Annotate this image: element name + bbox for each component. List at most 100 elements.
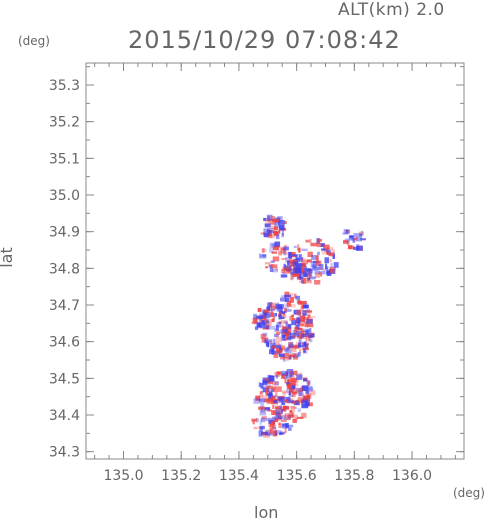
echo-cell [274, 381, 279, 386]
echo-cell [291, 387, 298, 394]
echo-cell [275, 233, 280, 240]
echo-cell [359, 233, 363, 237]
echo-cell [283, 414, 290, 421]
echo-cell [284, 412, 292, 416]
echo-cell [287, 424, 294, 428]
echo-cell [266, 214, 273, 221]
chart-title-timestamp: 2015/10/29 07:08:42 [128, 26, 401, 54]
echo-cell [297, 244, 300, 251]
echo-cell [356, 236, 363, 242]
x-tick-label: 135.6 [277, 468, 317, 484]
echo-cell [281, 374, 286, 379]
echo-cell [301, 279, 305, 284]
echo-cell [297, 352, 301, 357]
x-tick-label: 135.8 [334, 468, 374, 484]
echo-cell [270, 308, 275, 312]
echo-cell [261, 256, 267, 259]
echo-cell [297, 408, 302, 413]
echo-cell [294, 333, 300, 337]
echo-cell [295, 255, 298, 260]
echo-cell [260, 406, 264, 413]
echo-cell [267, 390, 272, 394]
echo-cell [280, 357, 286, 360]
echo-cell [297, 300, 302, 304]
echo-cell [295, 264, 300, 269]
echo-cell [315, 272, 321, 278]
echo-cell [258, 312, 263, 318]
echo-cell [253, 313, 257, 319]
echo-cell [275, 408, 281, 414]
y-tick-label: 34.5 [49, 371, 80, 387]
echo-cell [275, 324, 279, 331]
echo-cell [301, 263, 306, 268]
echo-cell [275, 386, 282, 392]
echo-cell [304, 343, 309, 350]
echo-cell [291, 335, 297, 338]
echo-cell [259, 393, 264, 398]
echo-cell [270, 307, 273, 312]
x-axis-label: lon [254, 503, 279, 522]
echo-cell [301, 386, 306, 389]
echo-cell [267, 421, 271, 427]
echo-cell [261, 320, 265, 326]
echo-cell [280, 419, 287, 423]
echo-cell [281, 233, 284, 238]
echo-cell [286, 269, 290, 273]
echo-cell [329, 267, 337, 271]
echo-cell [269, 325, 276, 330]
echo-cell [304, 330, 309, 335]
echo-cell [287, 260, 290, 266]
echo-cell [288, 427, 292, 431]
echo-cell [360, 238, 366, 241]
echo-cell [307, 251, 313, 258]
altitude-label: ALT(km) 2.0 [338, 0, 445, 20]
echo-cell [281, 269, 286, 273]
echo-cell [329, 266, 336, 271]
echo-cell [251, 321, 257, 325]
echo-cell [273, 386, 277, 389]
echo-cell [268, 264, 273, 268]
echo-cell [298, 247, 301, 253]
echo-cell [272, 269, 279, 273]
echo-cell [296, 317, 301, 324]
echo-cell [267, 302, 273, 308]
y-tick-label: 35.3 [49, 78, 80, 94]
echo-cell [272, 381, 279, 386]
echo-cell [265, 325, 270, 330]
echo-cell [275, 351, 281, 355]
echo-cell [281, 324, 284, 331]
echo-cell [301, 385, 309, 392]
echo-cell [299, 276, 303, 280]
echo-cell [297, 388, 303, 393]
echo-cell [295, 267, 302, 274]
echo-cell [255, 417, 259, 423]
y-tick-label: 34.8 [49, 261, 80, 277]
echo-cell [293, 309, 296, 315]
echo-cell [264, 223, 271, 228]
echo-cell [290, 261, 297, 265]
echo-cell [286, 336, 291, 341]
echo-cell [288, 376, 296, 382]
echo-cell [271, 243, 279, 247]
echo-cell [278, 309, 282, 316]
echo-cell [307, 402, 313, 407]
echo-cell [302, 310, 307, 313]
echo-cell [305, 336, 308, 342]
echo-cell [286, 374, 292, 379]
echo-cell [278, 423, 282, 429]
echo-cell [254, 326, 259, 330]
echo-cell [264, 319, 272, 323]
echo-cell [310, 242, 318, 247]
echo-cell [276, 322, 282, 328]
echo-cell [261, 432, 266, 436]
echo-cell [270, 388, 274, 393]
echo-cell [312, 264, 316, 269]
echo-cell [287, 324, 291, 329]
echo-cell [275, 412, 282, 417]
echo-cell [293, 327, 299, 333]
echo-cell [318, 267, 322, 270]
echo-cell [277, 412, 283, 417]
echo-cell [281, 326, 288, 330]
echo-cell [292, 330, 297, 334]
echo-cell [328, 252, 334, 257]
